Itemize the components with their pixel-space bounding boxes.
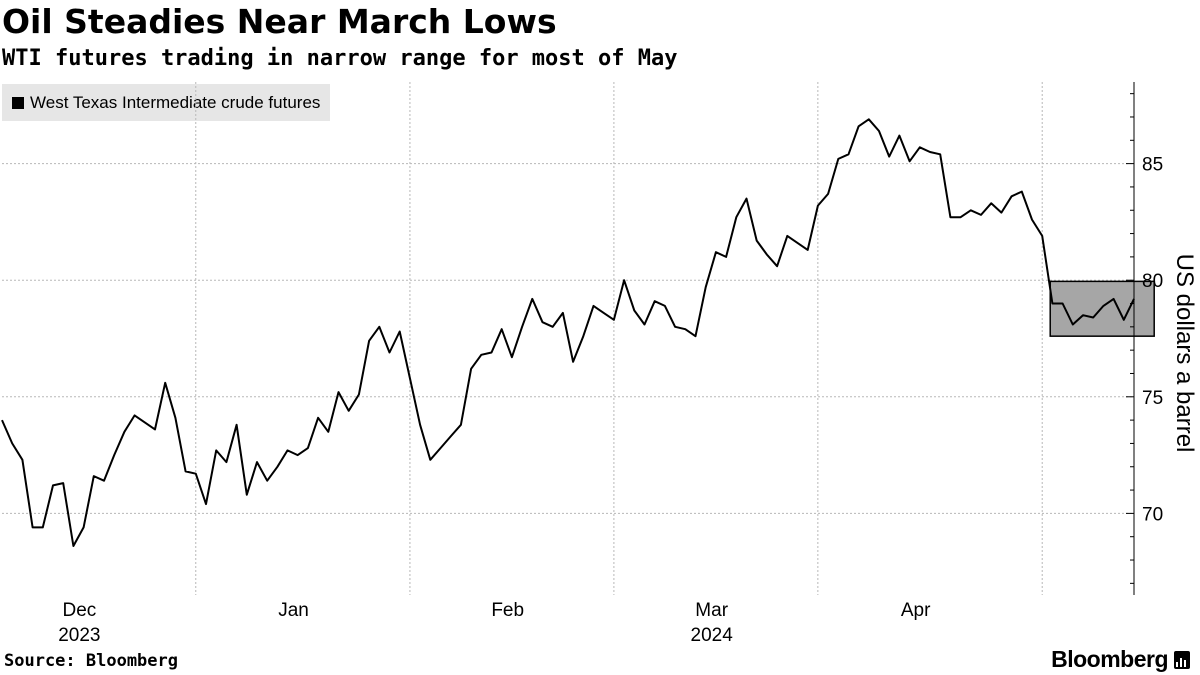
source-note: Source: Bloomberg (4, 651, 178, 671)
x-axis: Dec 2023 Jan Feb Mar 2024 Apr (58, 600, 931, 646)
y-tick-label-85: 85 (1142, 155, 1163, 176)
bloomberg-logo: Bloomberg (1051, 646, 1190, 673)
brand-text: Bloomberg (1051, 646, 1168, 672)
legend-label: West Texas Intermediate crude futures (30, 92, 321, 112)
chart-subtitle: WTI futures trading in narrow range for … (2, 46, 678, 71)
y-tick-label-75: 75 (1142, 388, 1163, 409)
y-tick-label-80: 80 (1142, 271, 1163, 292)
series-line-wti (1, 118, 1135, 547)
x-tick-label-mar: Mar (695, 600, 728, 621)
legend-swatch (12, 96, 24, 109)
chart-title: Oil Steadies Near March Lows (2, 2, 557, 41)
x-tick-label-apr: Apr (901, 600, 931, 621)
series-layer (1, 118, 1135, 547)
gridlines (2, 82, 1134, 595)
x-year-label-2023: 2023 (58, 625, 100, 646)
y-axis-title: US dollars a barrel (1171, 254, 1198, 453)
y-axis: 70 75 80 85 (1126, 82, 1163, 595)
y-tick-label-70: 70 (1142, 504, 1163, 525)
x-tick-label-dec: Dec (62, 600, 96, 621)
x-tick-label-jan: Jan (278, 600, 309, 621)
x-year-label-2024: 2024 (691, 625, 734, 646)
bloomberg-terminal-icon (1174, 650, 1190, 669)
legend: West Texas Intermediate crude futures (2, 84, 331, 121)
x-tick-label-feb: Feb (491, 600, 524, 621)
